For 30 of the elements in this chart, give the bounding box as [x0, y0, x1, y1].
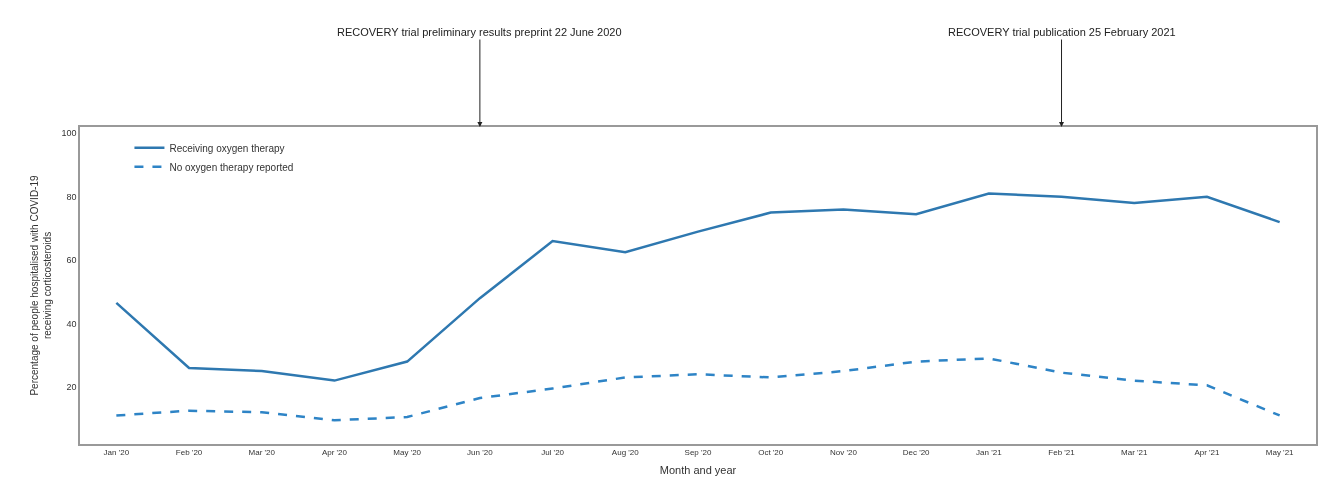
x-axis-title: Month and year — [659, 464, 737, 477]
annotation: RECOVERY trial preliminary results preprint 22 June 2020 — [337, 26, 622, 38]
x-tick-label: Apr '20 — [321, 448, 348, 458]
x-tick-label: Jan '20 — [103, 448, 130, 458]
x-tick-label: May '20 — [393, 448, 422, 458]
legend-label: Receiving oxygen therapy — [169, 142, 285, 154]
x-tick-label: Nov '20 — [829, 448, 858, 458]
x-tick-label: Oct '20 — [758, 448, 784, 458]
line-series — [115, 357, 1281, 422]
x-tick-label: Sep '20 — [684, 448, 712, 458]
y-tick-label: 20 — [66, 382, 77, 393]
y-axis-title: Percentage of people hospitalised with COVID-19 receiving corticosteroids — [28, 175, 53, 396]
y-tick-label: 40 — [66, 318, 77, 329]
line-series — [115, 192, 1281, 382]
x-tick-label: Jul '20 — [541, 448, 565, 458]
x-tick-label: May '21 — [1265, 448, 1295, 458]
y-tick-label: 60 — [66, 255, 77, 266]
annotation: RECOVERY trial publication 25 February 2021 — [948, 26, 1176, 38]
x-tick-label: Aug '20 — [611, 448, 640, 458]
x-tick-label: Mar '20 — [248, 448, 276, 458]
x-tick-label: Feb '20 — [175, 448, 203, 458]
x-tick-label: Jan '21 — [976, 448, 1003, 458]
legend-label: No oxygen therapy reported — [169, 161, 294, 173]
x-tick-label: Mar '21 — [1121, 448, 1148, 458]
x-tick-label: Apr '21 — [1194, 448, 1221, 458]
y-tick-label: 100 — [61, 128, 77, 139]
y-tick-label: 80 — [66, 191, 77, 202]
x-tick-label: Feb '21 — [1048, 448, 1076, 458]
x-tick-label: Dec '20 — [902, 448, 931, 458]
x-tick-label: Jun '20 — [467, 448, 494, 458]
